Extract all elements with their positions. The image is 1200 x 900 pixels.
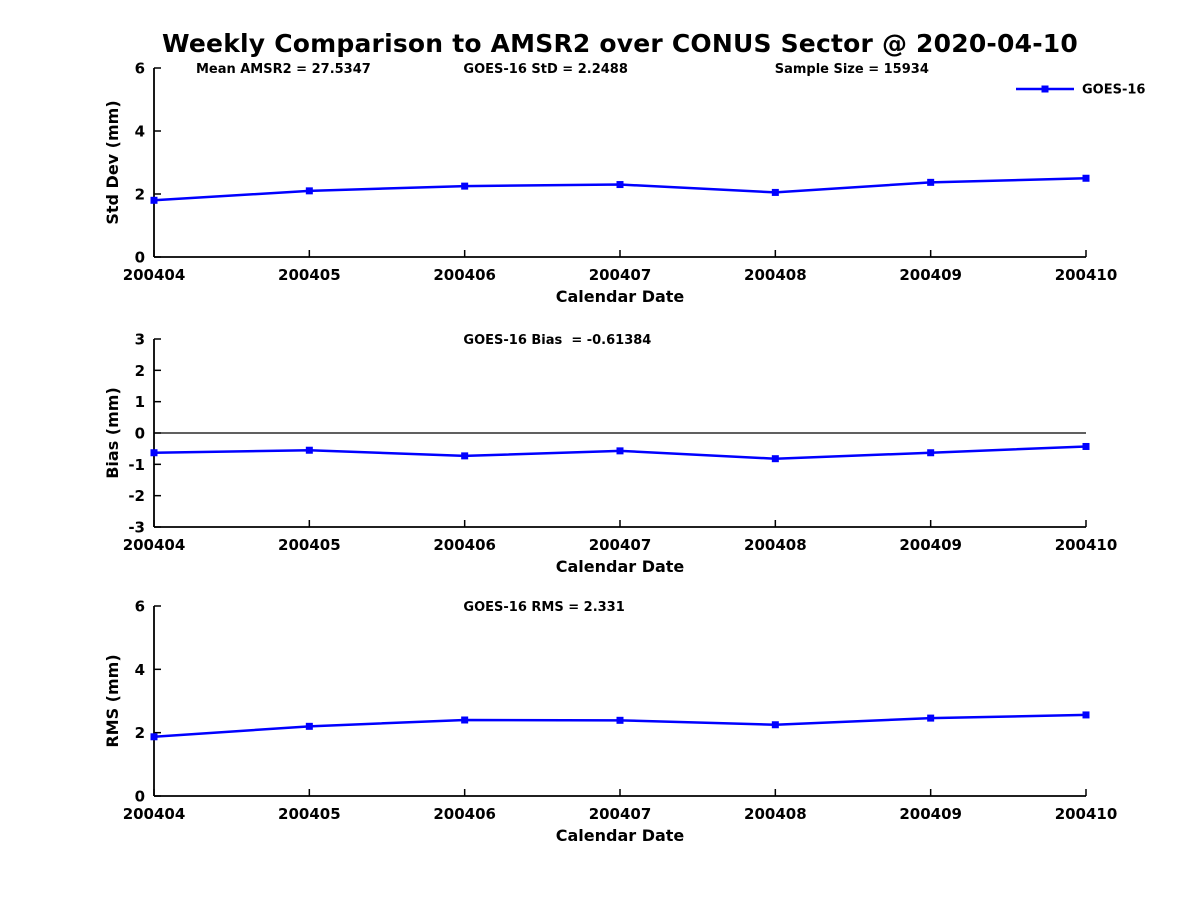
data-point-marker: [1082, 711, 1090, 719]
data-point-marker: [616, 181, 624, 189]
data-point-marker: [771, 188, 779, 196]
annotation-bias-0: GOES-16 Bias = -0.61384: [463, 333, 651, 348]
x-axis-label: Calendar Date: [556, 557, 685, 576]
y-tick-label: 2: [135, 724, 145, 742]
y-tick-label: 2: [135, 186, 145, 204]
y-tick-label: 0: [135, 249, 145, 267]
y-tick-label: 6: [135, 60, 145, 78]
legend-label: GOES-16: [1082, 83, 1145, 98]
y-tick-label: 4: [135, 661, 145, 679]
data-point-marker: [616, 716, 624, 724]
y-tick-label: 1: [135, 393, 145, 411]
data-point-marker: [461, 452, 469, 460]
figure-title: Weekly Comparison to AMSR2 over CONUS Se…: [162, 29, 1078, 58]
annotation-std-dev-2: Sample Size = 15934: [775, 62, 929, 77]
x-tick-label: 200407: [589, 805, 652, 823]
x-axis-label: Calendar Date: [556, 826, 685, 845]
chart-std-dev: 0 2 4 6 200404 200405 200406 200407 200408 200409…: [103, 60, 1145, 307]
x-tick-label: 200408: [744, 266, 807, 284]
data-point-marker: [461, 182, 469, 190]
x-tick-label: 200408: [744, 536, 807, 554]
x-tick-label: 200407: [589, 536, 652, 554]
x-tick-label: 200406: [433, 536, 496, 554]
y-tick-label: 0: [135, 425, 145, 443]
annotation-std-dev-1: GOES-16 StD = 2.2488: [463, 62, 627, 77]
y-tick-label: 2: [135, 362, 145, 380]
x-tick-label: 200405: [278, 805, 341, 823]
data-point-marker: [150, 196, 158, 204]
data-point-marker: [305, 722, 313, 730]
legend-marker-icon: [1041, 85, 1049, 93]
data-point-marker: [1082, 442, 1090, 450]
x-tick-label: 200409: [899, 536, 962, 554]
y-tick-label: -1: [128, 456, 145, 474]
x-tick-label: 200404: [123, 805, 186, 823]
y-tick-label: 6: [135, 598, 145, 616]
x-tick-label: 200410: [1055, 805, 1118, 823]
annotation-rms-0: GOES-16 RMS = 2.331: [463, 600, 624, 615]
x-axis-label: Calendar Date: [556, 287, 685, 306]
x-tick-label: 200406: [433, 805, 496, 823]
x-tick-label: 200405: [278, 266, 341, 284]
x-tick-label: 200408: [744, 805, 807, 823]
y-axis-label: RMS (mm): [103, 654, 122, 747]
x-tick-label: 200404: [123, 266, 186, 284]
data-point-marker: [927, 449, 935, 457]
x-tick-label: 200410: [1055, 536, 1118, 554]
y-tick-label: 0: [135, 788, 145, 806]
data-point-marker: [150, 449, 158, 457]
y-tick-label: 3: [135, 331, 145, 349]
annotation-std-dev-0: Mean AMSR2 = 27.5347: [196, 62, 371, 77]
y-axis-label: Std Dev (mm): [103, 100, 122, 224]
x-tick-label: 200410: [1055, 266, 1118, 284]
x-tick-label: 200409: [899, 805, 962, 823]
x-tick-label: 200409: [899, 266, 962, 284]
data-point-marker: [305, 187, 313, 195]
x-tick-label: 200405: [278, 536, 341, 554]
chart-bias: -3 -2 -1 0 1 2 3 200404 200405 200406 200407 200408…: [103, 331, 1117, 577]
y-tick-label: 4: [135, 123, 145, 141]
data-point-marker: [616, 447, 624, 455]
y-tick-label: -2: [128, 487, 145, 505]
x-tick-label: 200404: [123, 536, 186, 554]
data-point-marker: [927, 714, 935, 722]
data-point-marker: [461, 716, 469, 724]
y-axis-label: Bias (mm): [103, 387, 122, 479]
chart-rms: 0 2 4 6 200404 200405 200406 200407 200408 200409…: [103, 598, 1117, 846]
y-tick-label: -3: [128, 519, 145, 537]
x-tick-label: 200407: [589, 266, 652, 284]
data-point-marker: [305, 446, 313, 454]
data-point-marker: [771, 721, 779, 729]
legend: GOES-16: [1016, 83, 1145, 98]
data-point-marker: [771, 455, 779, 463]
x-tick-label: 200406: [433, 266, 496, 284]
data-point-marker: [1082, 174, 1090, 182]
data-point-marker: [150, 733, 158, 741]
data-point-marker: [927, 178, 935, 186]
